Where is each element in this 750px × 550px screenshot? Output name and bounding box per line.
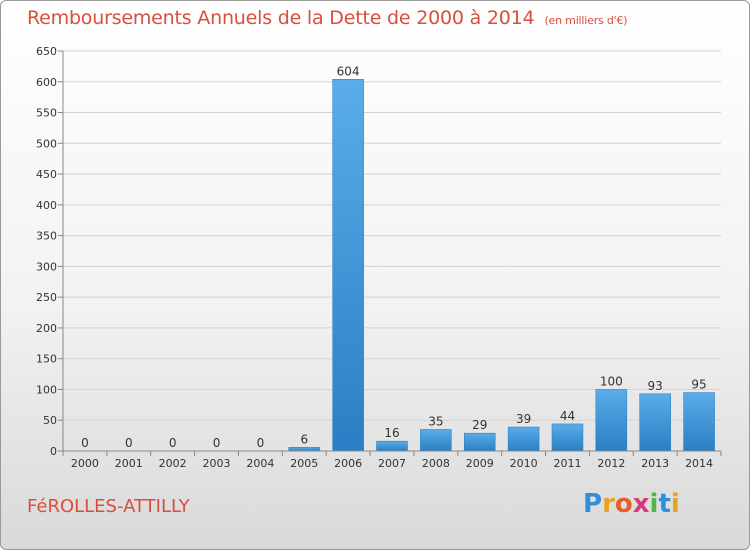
bar bbox=[376, 440, 408, 452]
bar bbox=[288, 447, 321, 452]
logo-letter: r bbox=[602, 489, 615, 519]
x-tick-label: 2010 bbox=[510, 457, 538, 470]
x-axis: 2000 2001 2002 2003 2004 2005 2006 2007 2008 2009… bbox=[62, 450, 722, 470]
y-tick-label: 250 bbox=[36, 291, 57, 304]
y-tick-label: 550 bbox=[36, 107, 57, 120]
bars: 0 0 0 0 0 6 604 16 35 29 39 44 100 93 95 bbox=[81, 64, 715, 452]
y-tick-label: 600 bbox=[36, 76, 57, 89]
data-label: 6 bbox=[300, 432, 308, 446]
y-tick-label: 400 bbox=[36, 199, 57, 212]
x-tick-label: 2007 bbox=[378, 457, 406, 470]
x-tick-label: 2001 bbox=[115, 457, 143, 470]
x-tick-label: 2000 bbox=[71, 457, 99, 470]
chart-subtitle: (en milliers d'€) bbox=[544, 14, 628, 27]
logo-letter: x bbox=[632, 489, 650, 519]
y-tick-label: 200 bbox=[36, 322, 57, 335]
y-tick-label: 650 bbox=[36, 45, 57, 58]
x-tick-label: 2009 bbox=[466, 457, 494, 470]
x-tick-label: 2003 bbox=[203, 457, 231, 470]
x-tick-label: 2014 bbox=[685, 457, 713, 470]
logo-letter: P bbox=[583, 489, 603, 519]
bar bbox=[683, 392, 715, 452]
x-tick-label: 2013 bbox=[641, 457, 669, 470]
grid-lines bbox=[63, 50, 721, 421]
data-label: 95 bbox=[691, 378, 706, 392]
data-label: 16 bbox=[384, 426, 399, 440]
bar bbox=[507, 426, 540, 452]
y-tick-label: 50 bbox=[43, 414, 57, 427]
data-label: 604 bbox=[337, 64, 360, 78]
data-label: 35 bbox=[428, 414, 443, 428]
y-tick-label: 500 bbox=[36, 137, 57, 150]
y-axis: 0 50 100 150 200 250 300 350 400 450 500 550 600 650 bbox=[36, 45, 64, 458]
logo-letter: i bbox=[670, 489, 680, 519]
data-label: 93 bbox=[648, 379, 663, 393]
bar bbox=[639, 393, 671, 452]
y-tick-label: 100 bbox=[36, 383, 57, 396]
data-label: 44 bbox=[560, 409, 575, 423]
data-label: 39 bbox=[516, 412, 531, 426]
x-tick-label: 2002 bbox=[159, 457, 187, 470]
y-tick-label: 150 bbox=[36, 353, 57, 366]
chart-title-text: Remboursements Annuels de la Dette de 20… bbox=[27, 7, 535, 29]
data-label: 0 bbox=[81, 436, 89, 450]
chart-title: Remboursements Annuels de la Dette de 20… bbox=[27, 7, 628, 29]
data-label: 0 bbox=[125, 436, 133, 450]
y-tick-label: 450 bbox=[36, 168, 57, 181]
bar bbox=[551, 423, 584, 452]
x-tick-label: 2006 bbox=[334, 457, 362, 470]
x-tick-label: 2012 bbox=[597, 457, 625, 470]
bar bbox=[420, 429, 452, 452]
logo-letter: o bbox=[614, 489, 633, 519]
y-tick-label: 300 bbox=[36, 260, 57, 273]
data-label: 100 bbox=[600, 374, 623, 388]
data-label: 0 bbox=[213, 436, 221, 450]
data-label: 0 bbox=[169, 436, 177, 450]
logo-letter: i bbox=[649, 489, 659, 519]
data-label: 29 bbox=[472, 418, 487, 432]
x-tick-label: 2008 bbox=[422, 457, 450, 470]
x-tick-label: 2011 bbox=[553, 457, 581, 470]
y-tick-label: 350 bbox=[36, 230, 57, 243]
x-tick-label: 2005 bbox=[290, 457, 318, 470]
data-label: 0 bbox=[257, 436, 265, 450]
bar bbox=[332, 79, 364, 452]
x-tick-label: 2004 bbox=[246, 457, 274, 470]
bar bbox=[463, 432, 496, 452]
logo-letter: t bbox=[658, 489, 671, 519]
y-tick-label: 0 bbox=[50, 445, 57, 458]
proxiti-logo[interactable]: Proxiti bbox=[583, 489, 680, 519]
commune-name: FéROLLES-ATTILLY bbox=[27, 496, 190, 517]
bar bbox=[595, 389, 628, 452]
